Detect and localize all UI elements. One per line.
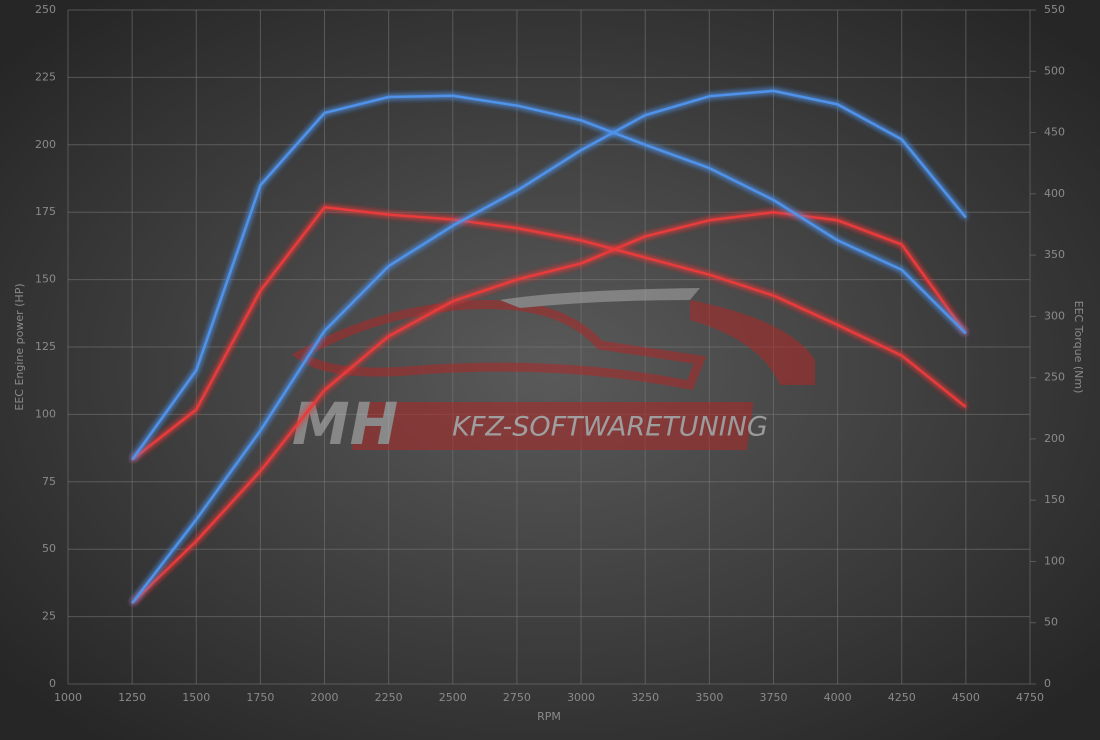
x-tick-label: 3500 bbox=[695, 691, 723, 704]
y-tick-label: 100 bbox=[35, 407, 56, 420]
y-tick-label: 250 bbox=[35, 3, 56, 16]
y-tick-label: 150 bbox=[35, 273, 56, 286]
y2-tick-label: 150 bbox=[1044, 493, 1065, 506]
x-tick-label: 4750 bbox=[1016, 691, 1044, 704]
y2-tick-label: 250 bbox=[1044, 371, 1065, 384]
y-tick-label: 25 bbox=[42, 610, 56, 623]
y-tick-label: 175 bbox=[35, 205, 56, 218]
banner bbox=[351, 402, 754, 450]
x-tick-label: 3250 bbox=[631, 691, 659, 704]
y2-tick-label: 400 bbox=[1044, 187, 1065, 200]
watermark-text: KFZ-SOFTWARETUNING bbox=[452, 412, 768, 443]
series-line bbox=[131, 94, 967, 461]
y2-tick-label: 550 bbox=[1044, 3, 1065, 16]
car-roof bbox=[500, 288, 700, 308]
car-outline bbox=[291, 300, 707, 391]
y2-axis-label: EEC Torque (Nm) bbox=[1072, 301, 1085, 394]
y2-tick-label: 0 bbox=[1044, 677, 1051, 690]
car-rear bbox=[690, 300, 815, 385]
x-tick-label: 2000 bbox=[311, 691, 339, 704]
x-tick-label: 4250 bbox=[888, 691, 916, 704]
y2-tick-label: 50 bbox=[1044, 616, 1058, 629]
series-line bbox=[131, 89, 967, 604]
series-line bbox=[131, 206, 967, 461]
grid bbox=[67, 9, 1036, 685]
y2-tick-label: 350 bbox=[1044, 248, 1065, 261]
y-tick-label: 200 bbox=[35, 138, 56, 151]
series-line bbox=[131, 210, 967, 605]
y2-tick-label: 300 bbox=[1044, 309, 1065, 322]
y-tick-label: 50 bbox=[42, 542, 56, 555]
y2-tick-label: 100 bbox=[1044, 554, 1065, 567]
x-tick-label: 1750 bbox=[246, 691, 274, 704]
y-tick-label: 125 bbox=[35, 340, 56, 353]
x-tick-label: 2250 bbox=[375, 691, 403, 704]
y-axis-label: EEC Engine power (HP) bbox=[13, 283, 26, 410]
x-tick-label: 4500 bbox=[952, 691, 980, 704]
y-tick-label: 75 bbox=[42, 475, 56, 488]
y2-tick-label: 200 bbox=[1044, 432, 1065, 445]
y-tick-label: 0 bbox=[49, 677, 56, 690]
y-tick-label: 225 bbox=[35, 70, 56, 83]
x-tick-label: 4000 bbox=[824, 691, 852, 704]
x-tick-label: 1250 bbox=[118, 691, 146, 704]
x-axis-label: RPM bbox=[537, 710, 561, 723]
y2-tick-label: 450 bbox=[1044, 126, 1065, 139]
x-tick-label: 1000 bbox=[54, 691, 82, 704]
x-tick-label: 2500 bbox=[439, 691, 467, 704]
y2-tick-label: 500 bbox=[1044, 64, 1065, 77]
x-tick-label: 2750 bbox=[503, 691, 531, 704]
watermark: MH KFZ-SOFTWARETUNING bbox=[291, 288, 815, 458]
watermark-logo: MH bbox=[292, 390, 398, 458]
x-tick-label: 1500 bbox=[182, 691, 210, 704]
x-tick-label: 3750 bbox=[759, 691, 787, 704]
x-tick-label: 3000 bbox=[567, 691, 595, 704]
